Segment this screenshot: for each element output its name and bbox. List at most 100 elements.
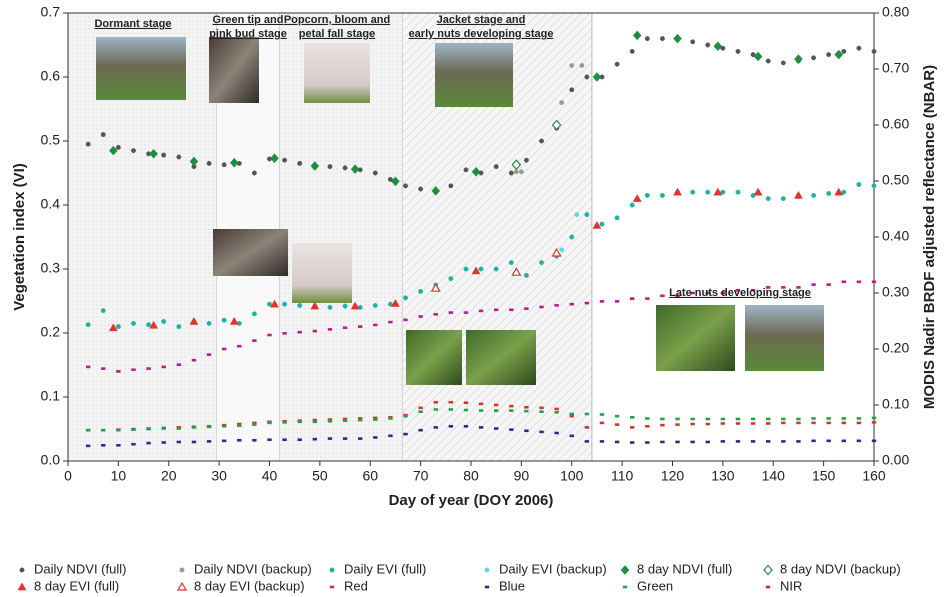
point — [871, 183, 877, 189]
point — [221, 317, 227, 323]
y2-tick-label: 0.50 — [882, 172, 909, 188]
point — [149, 148, 158, 159]
point — [735, 422, 741, 425]
point — [478, 426, 484, 429]
point — [252, 423, 257, 426]
point — [101, 444, 106, 447]
point — [841, 48, 847, 54]
legend-marker — [765, 585, 771, 589]
point — [675, 294, 680, 298]
point — [569, 87, 575, 93]
point — [781, 286, 786, 289]
point — [524, 307, 529, 310]
x-tick-label: 40 — [262, 468, 278, 484]
point — [267, 421, 272, 425]
point — [149, 320, 159, 329]
point — [841, 417, 846, 420]
point — [632, 194, 642, 202]
legend-item: Daily NDVI (full) — [19, 561, 126, 576]
point — [418, 288, 424, 294]
point — [645, 441, 650, 444]
legend-item: Blue — [484, 578, 525, 593]
point — [705, 440, 710, 444]
point — [327, 419, 333, 423]
point — [350, 301, 360, 310]
point — [509, 308, 514, 312]
point — [101, 367, 106, 370]
legend-marker — [179, 567, 185, 573]
point — [614, 440, 620, 444]
point — [237, 344, 242, 348]
point — [834, 187, 844, 196]
point — [539, 305, 544, 309]
y2-tick-label: 0.40 — [882, 228, 909, 244]
point — [592, 220, 602, 229]
point — [569, 302, 574, 306]
point — [794, 190, 803, 199]
point — [116, 428, 121, 432]
point — [720, 440, 726, 443]
point — [471, 166, 481, 177]
point — [811, 192, 816, 198]
point — [161, 441, 166, 444]
point — [720, 189, 726, 195]
point — [735, 189, 741, 195]
legend-item: Daily EVI (backup) — [484, 561, 607, 576]
point — [350, 164, 360, 175]
point — [871, 421, 877, 424]
point — [131, 368, 136, 372]
legend-marker — [763, 564, 773, 576]
point — [841, 421, 846, 425]
point — [539, 260, 544, 266]
point — [781, 417, 786, 421]
legend-text: Red — [344, 578, 368, 593]
legend-item: Red — [329, 578, 368, 593]
point — [826, 421, 831, 425]
point — [766, 417, 771, 421]
point — [584, 74, 590, 80]
point — [508, 260, 514, 266]
point — [448, 424, 454, 428]
point — [342, 417, 348, 421]
point — [720, 417, 726, 421]
point — [131, 148, 136, 154]
legend-marker — [329, 585, 335, 589]
point — [403, 295, 408, 301]
point — [644, 192, 650, 198]
point — [418, 315, 423, 318]
point — [871, 439, 877, 443]
photo-late-nuts-2 — [745, 305, 824, 371]
point — [85, 322, 91, 328]
point — [493, 308, 499, 312]
point — [826, 283, 831, 286]
y-tick-label: 0.2 — [41, 324, 61, 340]
point — [310, 301, 320, 310]
point — [161, 427, 166, 430]
point — [161, 365, 166, 369]
point — [116, 444, 121, 447]
x-tick-label: 60 — [362, 468, 378, 484]
legend-marker — [620, 565, 630, 575]
point — [630, 297, 635, 300]
stage-annotation: Green tip and — [213, 14, 284, 26]
point — [206, 320, 212, 326]
point — [229, 157, 239, 168]
point — [856, 45, 862, 51]
legend-item: 8 day NDVI (backup) — [763, 561, 901, 576]
point — [463, 311, 469, 314]
point — [645, 424, 650, 428]
point — [478, 309, 484, 313]
point — [841, 189, 847, 195]
point — [101, 428, 106, 432]
point — [574, 212, 580, 218]
legend-marker — [17, 582, 27, 591]
point — [297, 330, 302, 334]
point — [690, 291, 695, 295]
point — [841, 280, 846, 284]
stage-annotation: Dormant stage — [94, 18, 171, 30]
legend-marker — [176, 581, 188, 591]
point — [357, 417, 363, 420]
point — [856, 421, 862, 425]
point — [221, 162, 227, 168]
